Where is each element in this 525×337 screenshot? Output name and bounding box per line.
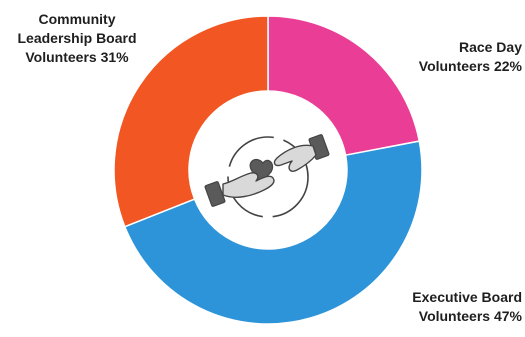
label-executive-line-2: Volunteers 47% [418,308,522,324]
donut-slice-0 [267,15,421,157]
label-community-line-2: Leadership Board [17,30,137,46]
donut-slice-1 [123,140,423,325]
label-race-day: Race Day Volunteers 22% [376,38,522,76]
hands-giving-heart-icon [204,134,330,218]
label-executive-board: Executive Board Volunteers 47% [356,288,522,326]
label-community-leadership-board: Community Leadership Board Volunteers 31… [2,10,152,67]
label-community-line-3: Volunteers 31% [25,49,129,65]
label-raceday-line-2: Volunteers 22% [418,58,522,74]
donut-slice-2 [113,15,269,228]
label-raceday-line-1: Race Day [458,39,522,55]
label-executive-line-1: Executive Board [412,289,522,305]
label-community-line-1: Community [38,11,116,27]
donut-slices [113,15,423,325]
